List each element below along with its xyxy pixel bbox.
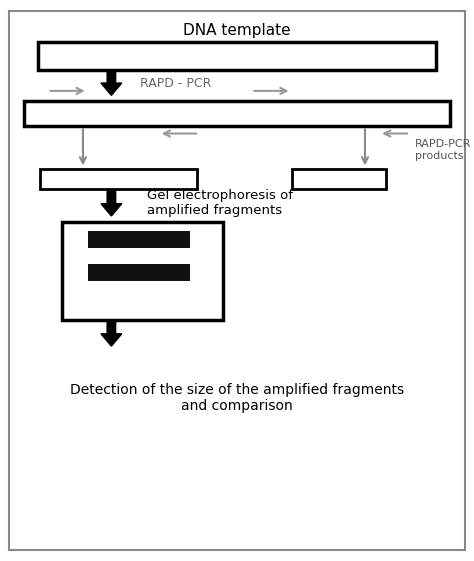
Text: RAPD - PCR: RAPD - PCR — [140, 76, 211, 90]
Bar — [40, 169, 197, 189]
Text: Gel electrophoresis of
amplified fragments: Gel electrophoresis of amplified fragmen… — [147, 189, 293, 217]
Text: Detection of the size of the amplified fragments
and comparison: Detection of the size of the amplified f… — [70, 383, 404, 413]
Bar — [38, 42, 436, 70]
Polygon shape — [101, 70, 122, 95]
Bar — [88, 264, 190, 280]
Bar — [62, 222, 223, 320]
Bar — [292, 169, 386, 189]
Text: RAPD-PCR
products: RAPD-PCR products — [415, 139, 471, 161]
Bar — [24, 101, 450, 126]
Polygon shape — [101, 191, 122, 216]
Bar — [88, 231, 190, 248]
Polygon shape — [101, 321, 122, 346]
Text: DNA template: DNA template — [183, 24, 291, 38]
